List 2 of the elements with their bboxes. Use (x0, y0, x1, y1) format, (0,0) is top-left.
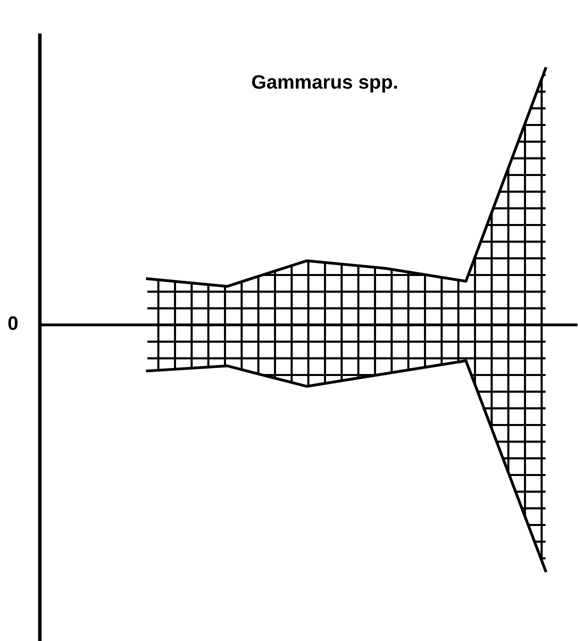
ref-line-label: 0 (8, 316, 18, 330)
chart-title: Gammarus spp. (252, 75, 397, 93)
